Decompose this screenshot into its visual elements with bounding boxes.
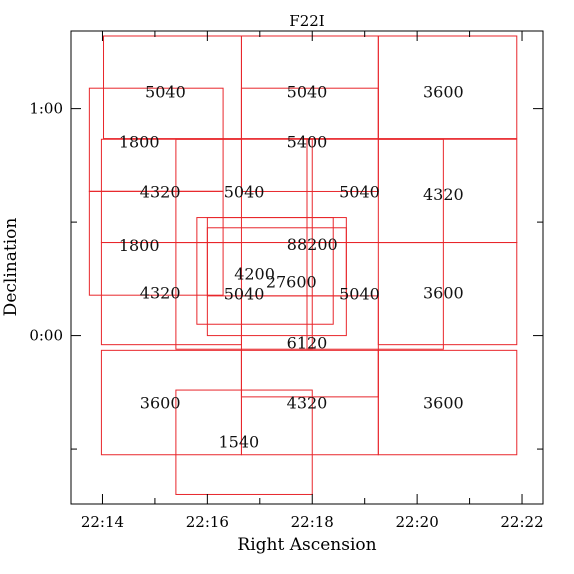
x-tick-label: 22:20 <box>396 513 439 531</box>
field-exposure-label: 4320 <box>140 284 181 303</box>
field-exposure-label: 5040 <box>287 83 328 102</box>
field-rect <box>377 242 518 346</box>
x-tick-label: 22:18 <box>291 513 334 531</box>
field-exposure-label: 1800 <box>119 133 160 152</box>
field-rect <box>206 227 347 337</box>
field-exposure-label: 4320 <box>423 185 464 204</box>
field-exposure-label: 1800 <box>119 236 160 255</box>
field-exposure-label: 5400 <box>287 133 328 152</box>
chart-title: F22I <box>289 12 324 30</box>
field-exposure-label: 3600 <box>423 284 464 303</box>
field-exposure-label: 4320 <box>287 394 328 413</box>
field-rect <box>240 295 379 398</box>
x-tick-label: 22:22 <box>500 513 543 531</box>
field-exposure-label: 4200 <box>234 264 275 283</box>
field-exposure-label: 5040 <box>339 285 380 304</box>
field-rect <box>175 389 313 495</box>
y-tick-label: 1:00 <box>29 100 63 118</box>
field-exposure-label: 3600 <box>423 394 464 413</box>
field-exposure-label: 5040 <box>339 183 380 202</box>
field-exposure-label: 5040 <box>224 183 265 202</box>
field-exposure-label: 3600 <box>423 83 464 102</box>
field-exposure-label: 88200 <box>287 235 338 254</box>
x-axis-label: Right Ascension <box>237 535 376 555</box>
field-exposure-label: 3600 <box>140 394 181 413</box>
field-rect <box>377 349 518 456</box>
field-exposure-label: 5040 <box>145 83 186 102</box>
field-labels: 5040 5040 3600 1800 5400 4320 5040 5040 4320 1800… <box>119 83 464 452</box>
field-exposure-label: 1540 <box>218 432 259 451</box>
y-axis-label: Declination <box>1 218 21 317</box>
x-tick-label: 22:16 <box>186 513 229 531</box>
field-rect <box>100 242 242 346</box>
axis-ticks: 22:14 22:16 22:18 22:20 22:22 0:00 1:00 <box>29 31 544 531</box>
y-tick-label: 0:00 <box>29 327 63 345</box>
field-exposure-label: 27600 <box>266 272 317 291</box>
field-exposure-label: 5040 <box>224 285 265 304</box>
plot-frame <box>70 30 544 505</box>
field-exposure-label: 6120 <box>287 334 328 353</box>
field-exposure-label: 4320 <box>140 183 181 202</box>
field-rect <box>196 217 334 325</box>
field-rectangles <box>88 35 518 495</box>
field-rect <box>88 190 224 296</box>
x-tick-label: 22:14 <box>81 513 124 531</box>
field-rect <box>377 35 518 140</box>
